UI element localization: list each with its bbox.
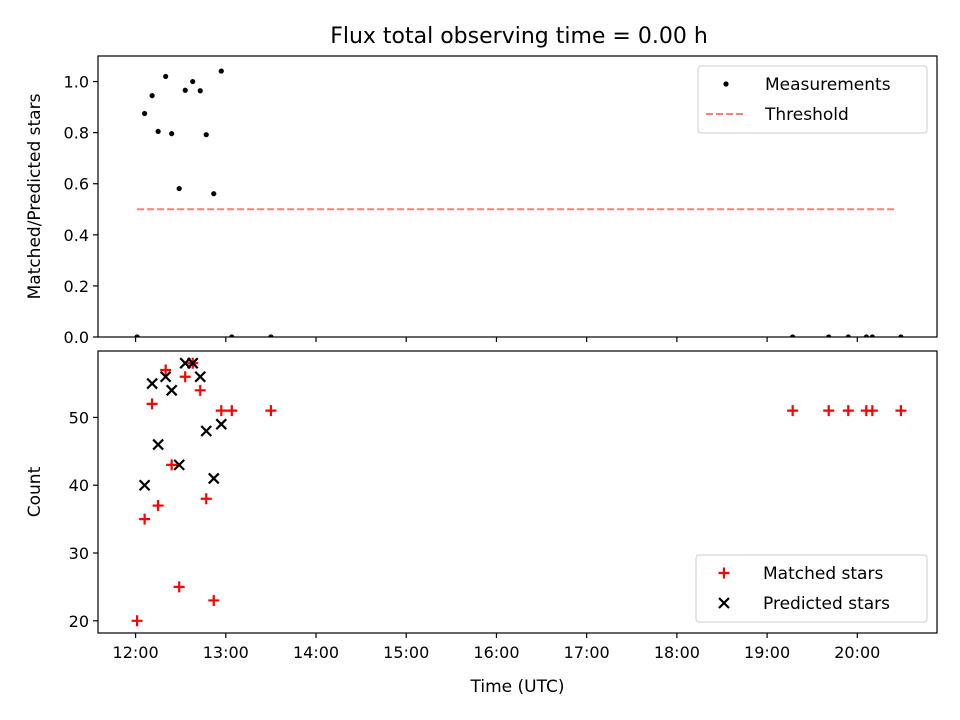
measurements-point bbox=[182, 87, 188, 93]
matched-stars-point bbox=[131, 615, 143, 627]
measurements-point bbox=[869, 334, 875, 337]
x-tick-label: 20:00 bbox=[834, 643, 880, 662]
y-tick-label: 40 bbox=[69, 476, 89, 495]
measurements-point bbox=[149, 92, 155, 99]
predicted-stars-point bbox=[146, 377, 158, 390]
predicted-stars-point bbox=[173, 459, 185, 471]
y-tick-label: 0.4 bbox=[64, 226, 89, 245]
legend-label: Measurements bbox=[765, 75, 891, 95]
predicted-stars-point bbox=[215, 418, 228, 430]
plot-area bbox=[131, 357, 907, 627]
y-tick-label: 0.8 bbox=[64, 124, 89, 143]
matched-stars-point bbox=[146, 398, 158, 410]
x-tick-label: 13:00 bbox=[203, 643, 249, 662]
measurements-point bbox=[134, 334, 140, 337]
legend-swatch bbox=[718, 567, 730, 579]
predicted-stars-point bbox=[194, 370, 207, 383]
legend-swatch bbox=[718, 597, 730, 609]
matched-stars-point bbox=[194, 384, 206, 396]
predicted-stars-point bbox=[152, 438, 164, 451]
matched-stars-point bbox=[842, 405, 854, 417]
matched-stars-point bbox=[215, 405, 227, 417]
measurements-point bbox=[176, 185, 182, 192]
legend-label: Threshold bbox=[764, 105, 849, 125]
legend-frame bbox=[697, 65, 928, 134]
measurements-point bbox=[190, 78, 196, 85]
measurements-point bbox=[790, 334, 796, 337]
x-tick-label: 12:00 bbox=[113, 643, 159, 662]
measurements-point bbox=[268, 334, 274, 337]
measurements-point bbox=[826, 334, 832, 337]
x-tick-label: 19:00 bbox=[744, 643, 790, 662]
measurements-point bbox=[898, 334, 904, 337]
matched-stars-point bbox=[866, 405, 878, 417]
y-tick-label: 30 bbox=[69, 544, 89, 563]
legend-label: Matched stars bbox=[763, 564, 883, 584]
legend: Matched stars Predicted stars bbox=[695, 554, 928, 623]
matched-stars-point bbox=[200, 493, 212, 505]
matched-stars-point bbox=[166, 459, 178, 471]
measurements-point bbox=[169, 131, 175, 137]
y-tick-label: 0.0 bbox=[64, 328, 89, 347]
x-tick-label: 15:00 bbox=[383, 643, 429, 662]
legend-swatch bbox=[723, 81, 729, 87]
matched-stars-point bbox=[152, 500, 164, 512]
y-tick-label: 1.0 bbox=[64, 73, 89, 92]
measurements-point bbox=[197, 88, 203, 94]
matched-stars-point bbox=[265, 405, 277, 417]
y-tick-label: 50 bbox=[69, 408, 89, 427]
matched-stars-point bbox=[160, 364, 172, 376]
measurements-point bbox=[218, 68, 224, 74]
measurements-point bbox=[142, 110, 148, 117]
x-axis-label: Time (UTC) bbox=[470, 677, 565, 697]
matched-stars-point bbox=[208, 594, 220, 606]
matched-stars-point bbox=[179, 371, 191, 383]
matched-stars-point bbox=[823, 405, 835, 417]
predicted-stars-point bbox=[165, 384, 178, 397]
matched-stars-point bbox=[139, 513, 151, 525]
legend-frame bbox=[695, 554, 928, 623]
figure-title: Flux total observing time = 0.00 h bbox=[330, 24, 708, 49]
measurements-point bbox=[229, 334, 235, 337]
predicted-stars-point bbox=[138, 479, 151, 491]
predicted-stars-point bbox=[186, 357, 199, 369]
x-tick-label: 17:00 bbox=[564, 643, 610, 662]
matched-stars-point bbox=[173, 581, 185, 593]
measurements-point bbox=[211, 191, 217, 197]
top-panel: 0.0 0.2 0.4 0.6 0.8 1.0 Matched/Predicted star… bbox=[25, 55, 938, 347]
legend: Measurements Threshold bbox=[697, 65, 928, 134]
predicted-stars-point bbox=[207, 472, 220, 485]
matched-stars-point bbox=[787, 405, 799, 417]
measurements-point bbox=[155, 128, 161, 134]
axes-frame bbox=[97, 350, 938, 634]
y-tick-label: 20 bbox=[69, 612, 89, 631]
x-tick-label: 18:00 bbox=[654, 643, 700, 662]
measurements-point bbox=[163, 73, 169, 80]
x-tick-label: 14:00 bbox=[293, 643, 339, 662]
bottom-panel: 12:00 13:00 14:00 15:00 16:00 17:00 18:00 19:00… bbox=[25, 350, 938, 697]
matched-stars-point bbox=[226, 405, 238, 417]
axes-frame bbox=[97, 55, 938, 338]
measurements-point bbox=[203, 132, 209, 138]
y-axis-label: Count bbox=[25, 466, 45, 517]
measurements-point bbox=[845, 334, 851, 337]
matched-stars-point bbox=[895, 405, 907, 417]
y-axis-label: Matched/Predicted stars bbox=[25, 93, 45, 299]
predicted-stars-point bbox=[200, 425, 213, 437]
plot-area bbox=[134, 68, 904, 337]
x-tick-label: 16:00 bbox=[473, 643, 519, 662]
y-tick-label: 0.2 bbox=[64, 277, 89, 296]
predicted-stars-point bbox=[159, 370, 172, 383]
legend-label: Predicted stars bbox=[763, 594, 890, 614]
measurements-point bbox=[863, 334, 869, 337]
y-tick-label: 0.6 bbox=[64, 175, 89, 194]
